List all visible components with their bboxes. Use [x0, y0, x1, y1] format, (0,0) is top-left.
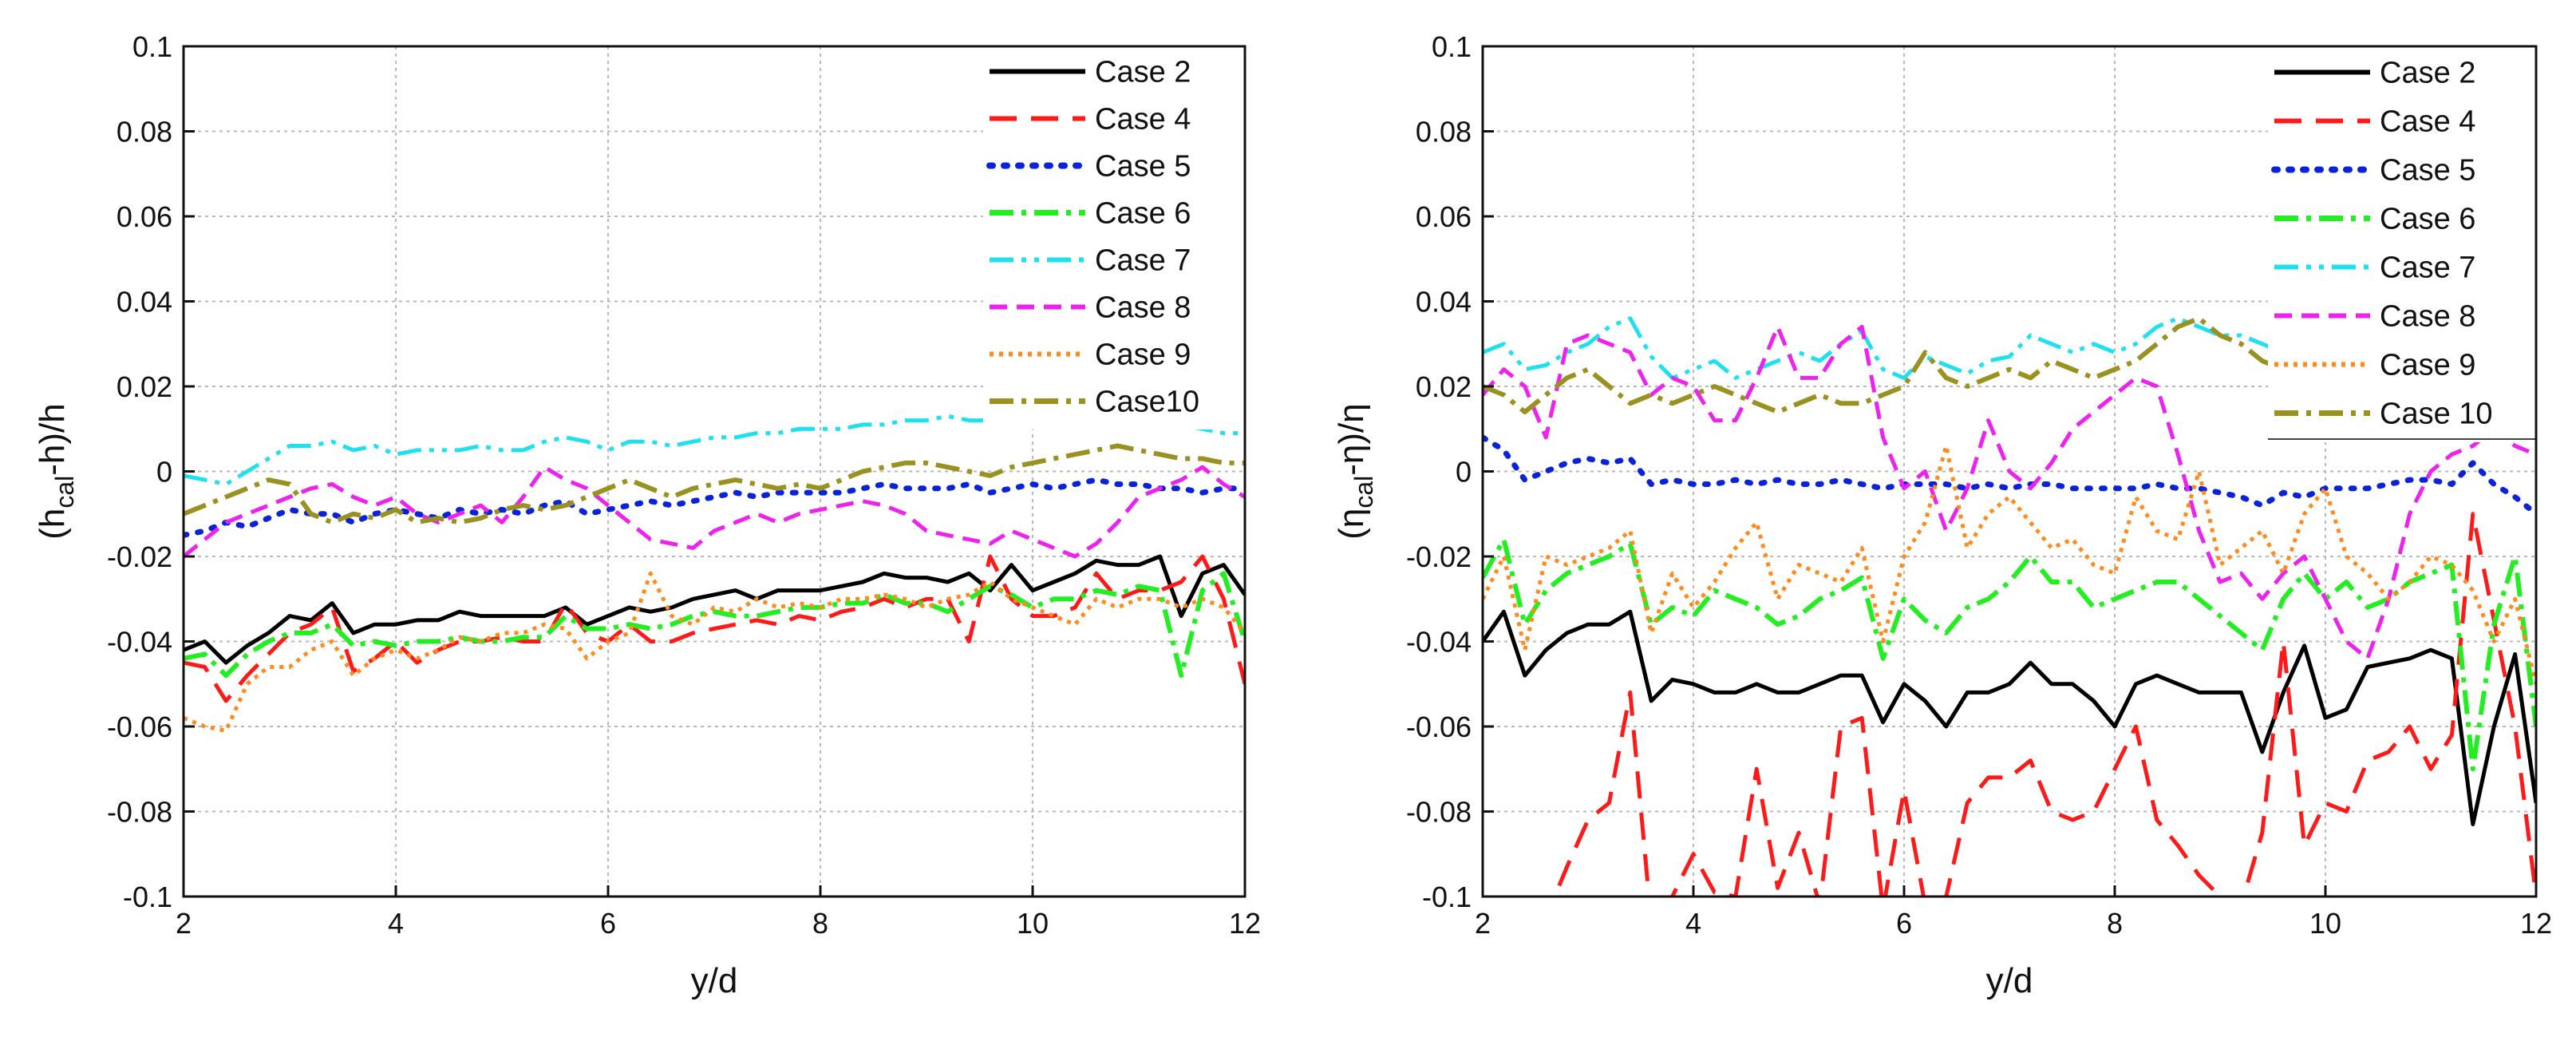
- y-axis-title: (hcal-h)/h: [33, 403, 79, 540]
- legend-label: Case 2: [1095, 56, 1191, 89]
- series-line-case10: [184, 443, 1245, 525]
- y-tick-label: -0.08: [1406, 796, 1472, 829]
- legend-label: Case 8: [1095, 291, 1191, 325]
- y-axis-title-pre: (η: [1332, 509, 1371, 540]
- y-tick-label: -0.06: [1406, 711, 1472, 743]
- chart-left: Case 2 Case 4 Case 5 Case 6 Case 7 Case 8 Case…: [33, 30, 1261, 1000]
- x-tick-label: 8: [812, 907, 828, 940]
- ticks: 2 4 6 8 10 12 -0.1 -0.08 -0.06 -0.04 -0.02 0 0.02 0.0…: [1406, 30, 2552, 940]
- legend-label: Case 9: [1095, 338, 1191, 372]
- y-axis-title: (ηcal-η)/η: [1332, 403, 1378, 540]
- series-line-case-4: [184, 554, 1245, 703]
- y-tick-label: 0.1: [132, 30, 172, 63]
- legend: Case 2 Case 4 Case 5 Case 6 Case 7 Case 8 Case…: [2268, 45, 2536, 442]
- y-axis-title-pre: (h: [33, 509, 72, 540]
- x-tick-label: 4: [388, 907, 404, 940]
- y-tick-label: 0: [1456, 456, 1472, 489]
- y-axis-title-post: -h)/h: [33, 403, 72, 475]
- y-tick-label: 0.08: [117, 116, 172, 148]
- legend-label: Case 4: [2380, 105, 2475, 139]
- y-tick-label: 0.08: [1416, 116, 1472, 148]
- y-tick-label: -0.04: [107, 626, 172, 659]
- y-tick-label: 0: [156, 456, 172, 489]
- legend-background: [983, 45, 1245, 429]
- legend-label: Case 6: [1095, 197, 1191, 231]
- legend-label: Case 5: [2380, 154, 2475, 188]
- legend-background: [2268, 45, 2536, 442]
- x-tick-label: 12: [1229, 907, 1261, 940]
- y-axis-title-sub: cal: [1349, 476, 1378, 509]
- y-axis-title-post: -η)/η: [1332, 403, 1371, 475]
- legend-label: Case 9: [2380, 349, 2475, 382]
- legend-label: Case 7: [1095, 244, 1191, 278]
- y-tick-label: 0.02: [117, 370, 172, 403]
- y-tick-label: -0.08: [107, 796, 172, 829]
- x-tick-label: 6: [1896, 907, 1912, 940]
- series-line-case-5: [1483, 434, 2536, 517]
- legend: Case 2 Case 4 Case 5 Case 6 Case 7 Case 8 Case…: [983, 45, 1245, 429]
- legend-label: Case 8: [2380, 300, 2475, 334]
- y-tick-label: -0.02: [1406, 540, 1472, 573]
- legend-label: Case 6: [2380, 203, 2475, 236]
- y-axis-title-sub: cal: [50, 476, 79, 509]
- x-tick-label: 2: [176, 907, 192, 940]
- series-group: [184, 414, 1245, 733]
- x-axis-title: y/d: [1986, 961, 2033, 1000]
- y-tick-label: 0.1: [1432, 30, 1472, 63]
- x-tick-label: 6: [600, 907, 616, 940]
- series-line-case-4: [1552, 512, 2536, 897]
- series-line-case-6: [1483, 536, 2536, 772]
- x-tick-label: 4: [1685, 907, 1701, 940]
- y-tick-label: -0.1: [1422, 881, 1472, 913]
- series-line-case-2: [1483, 609, 2536, 826]
- y-tick-label: -0.04: [1406, 626, 1472, 659]
- x-tick-label: 12: [2520, 907, 2552, 940]
- legend-label: Case 7: [2380, 251, 2475, 285]
- y-tick-label: -0.02: [107, 540, 172, 573]
- series-line-case-6: [184, 571, 1245, 679]
- x-tick-label: 2: [1475, 907, 1491, 940]
- y-tick-label: -0.06: [107, 711, 172, 743]
- legend-label: Case 4: [1095, 103, 1191, 137]
- series-line-case-5: [184, 477, 1245, 538]
- legend-label: Case 10: [2380, 398, 2493, 431]
- legend-label: Case10: [1095, 386, 1199, 419]
- series-line-case-2: [184, 554, 1245, 665]
- x-tick-label: 8: [2107, 907, 2123, 940]
- y-tick-label: 0.06: [117, 200, 172, 233]
- legend-label: Case 2: [2380, 57, 2475, 90]
- series-line-case-9: [184, 571, 1245, 733]
- y-tick-label: 0.02: [1416, 370, 1472, 403]
- series-line-case-9: [1483, 444, 2536, 685]
- x-tick-label: 10: [2309, 907, 2341, 940]
- series-line-case-7: [184, 414, 1245, 486]
- chart-right: Case 2 Case 4 Case 5 Case 6 Case 7 Case 8 Case…: [1332, 30, 2552, 1000]
- x-axis-title: y/d: [691, 961, 738, 1000]
- ticks: 2 4 6 8 10 12 -0.1 -0.08 -0.06 -0.04 -0.02 0 0.02 0.0…: [107, 30, 1261, 940]
- series-line-case-8: [1483, 324, 2536, 661]
- y-tick-label: 0.04: [117, 286, 172, 319]
- y-tick-label: 0.04: [1416, 286, 1472, 319]
- y-tick-label: -0.1: [123, 881, 172, 913]
- legend-label: Case 5: [1095, 150, 1191, 184]
- y-tick-label: 0.06: [1416, 200, 1472, 233]
- x-tick-label: 10: [1017, 907, 1049, 940]
- series-line-case-8: [184, 465, 1245, 559]
